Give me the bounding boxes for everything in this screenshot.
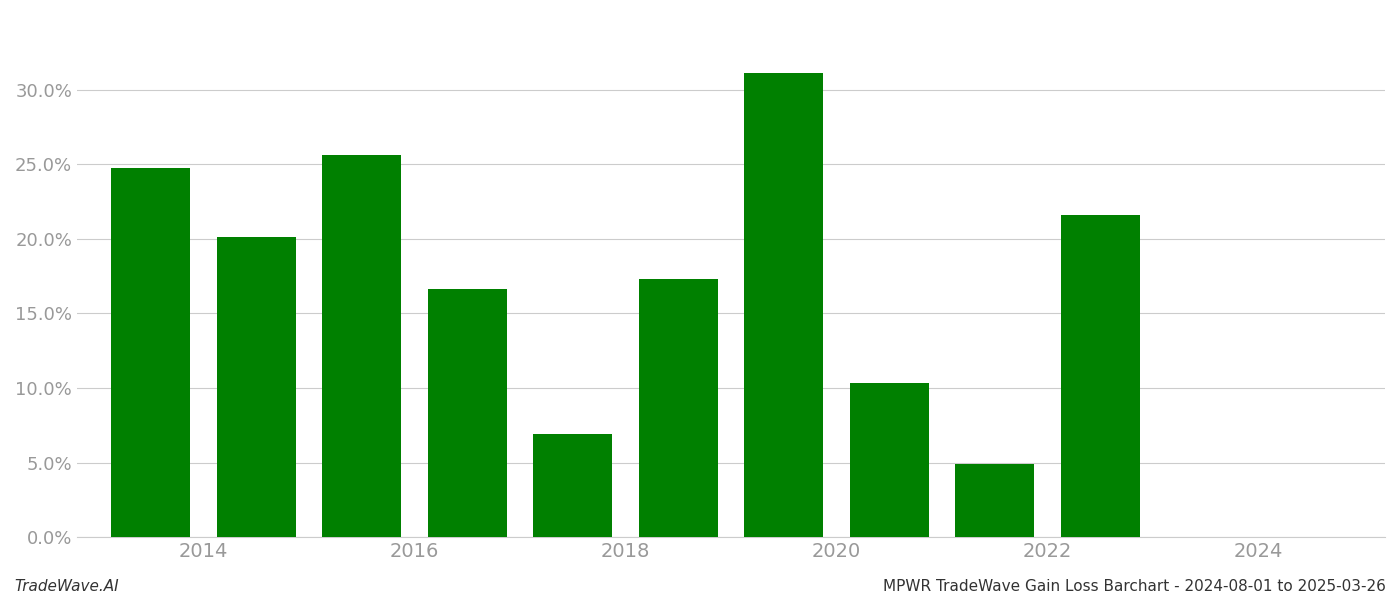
Bar	[955, 464, 1035, 537]
Bar	[428, 289, 507, 537]
Bar	[533, 434, 612, 537]
Bar	[217, 237, 295, 537]
Bar	[1061, 215, 1140, 537]
Bar	[745, 73, 823, 537]
Bar	[850, 383, 928, 537]
Bar	[638, 279, 718, 537]
Bar	[111, 168, 190, 537]
Bar	[322, 155, 402, 537]
Text: MPWR TradeWave Gain Loss Barchart - 2024-08-01 to 2025-03-26: MPWR TradeWave Gain Loss Barchart - 2024…	[883, 579, 1386, 594]
Text: TradeWave.AI: TradeWave.AI	[14, 579, 119, 594]
